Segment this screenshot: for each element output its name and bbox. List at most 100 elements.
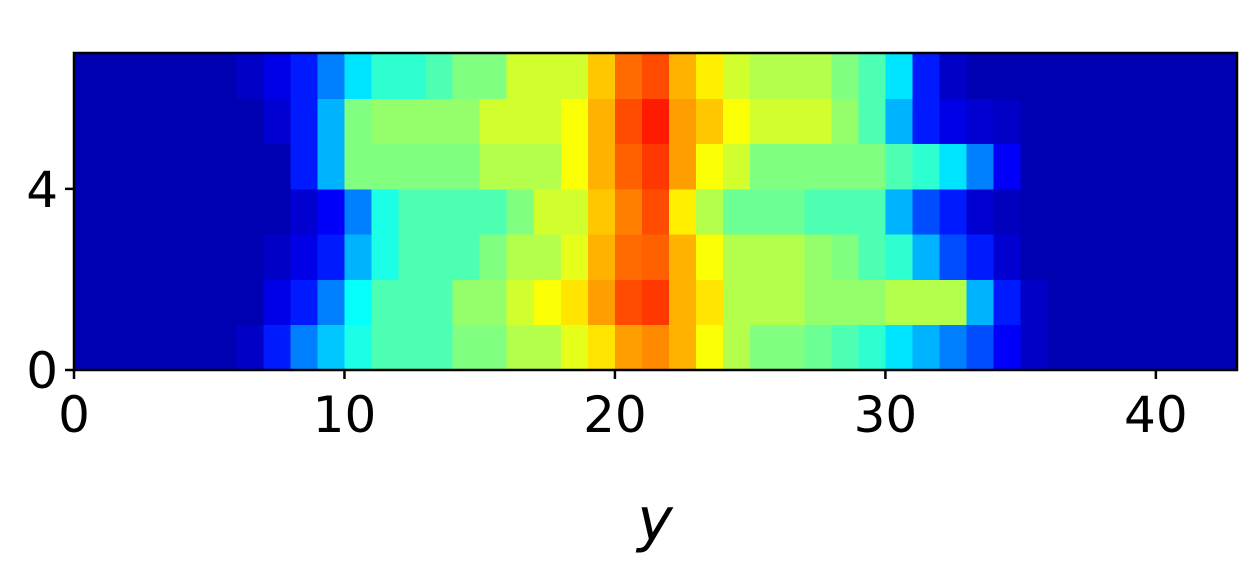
heatmap-cell bbox=[263, 234, 291, 280]
heatmap-cell bbox=[128, 188, 156, 235]
heatmap-cell bbox=[533, 324, 562, 371]
heatmap-cell bbox=[398, 324, 427, 371]
heatmap-cell bbox=[479, 188, 508, 235]
heatmap-cell bbox=[885, 188, 913, 235]
heatmap-cell bbox=[344, 324, 373, 371]
heatmap-cell bbox=[1101, 98, 1130, 145]
heatmap-cell bbox=[723, 188, 751, 235]
heatmap-cell bbox=[101, 98, 129, 145]
heatmap-cell bbox=[696, 188, 724, 235]
heatmap-cell bbox=[425, 143, 454, 190]
heatmap-cell bbox=[885, 98, 913, 145]
heatmap-cell bbox=[587, 143, 616, 190]
heatmap-cell bbox=[74, 98, 102, 145]
heatmap-cell bbox=[398, 188, 427, 235]
heatmap-cell bbox=[452, 188, 481, 235]
heatmap-cell bbox=[74, 53, 102, 99]
heatmap-cell bbox=[398, 53, 427, 99]
heatmap-cell bbox=[101, 234, 129, 280]
heatmap-cell bbox=[128, 98, 156, 145]
heatmap-cell bbox=[777, 188, 805, 235]
heatmap-cell bbox=[831, 324, 859, 371]
heatmap-cell bbox=[1047, 143, 1076, 190]
heatmap-cell bbox=[858, 279, 886, 326]
heatmap-cell bbox=[858, 143, 886, 190]
heatmap-cell bbox=[1047, 279, 1076, 326]
heatmap-cell bbox=[1047, 234, 1076, 280]
heatmap-cell bbox=[452, 234, 481, 280]
heatmap-cell bbox=[1074, 53, 1103, 99]
heatmap-cell bbox=[858, 234, 886, 280]
heatmap-cell bbox=[371, 53, 400, 99]
heatmap-cell bbox=[452, 279, 481, 326]
heatmap-cell bbox=[641, 234, 670, 280]
heatmap-cell bbox=[1020, 188, 1049, 235]
heatmap-cell bbox=[669, 98, 697, 145]
heatmap-cell bbox=[398, 279, 427, 326]
heatmap-cell bbox=[398, 234, 427, 280]
heatmap-cell bbox=[155, 279, 183, 326]
heatmap-cell bbox=[993, 324, 1022, 371]
heatmap-cell bbox=[641, 143, 670, 190]
heatmap-cell bbox=[885, 279, 913, 326]
heatmap-cell bbox=[209, 234, 237, 280]
heatmap-cell bbox=[452, 53, 481, 99]
heatmap-cell bbox=[371, 234, 400, 280]
heatmap-cell bbox=[641, 53, 670, 99]
heatmap-cell bbox=[317, 188, 345, 235]
heatmap-cell bbox=[74, 143, 102, 190]
heatmap-cell bbox=[804, 279, 832, 326]
heatmap-cell bbox=[533, 234, 562, 280]
heatmap-cell bbox=[750, 324, 778, 371]
heatmap-cell bbox=[128, 279, 156, 326]
heatmap-cell bbox=[1209, 279, 1238, 326]
heatmap-cell bbox=[263, 98, 291, 145]
heatmap-cell bbox=[479, 234, 508, 280]
heatmap-cell bbox=[452, 143, 481, 190]
heatmap-cell bbox=[371, 324, 400, 371]
heatmap-cell bbox=[1047, 324, 1076, 371]
heatmap-cell bbox=[966, 324, 995, 371]
heatmap-cell bbox=[777, 143, 805, 190]
heatmap-cell bbox=[533, 143, 562, 190]
heatmap-cell bbox=[858, 324, 886, 371]
heatmap-cell bbox=[1020, 324, 1049, 371]
heatmap-cell bbox=[236, 188, 264, 235]
heatmap-cell bbox=[155, 53, 183, 99]
heatmap-cell bbox=[425, 324, 454, 371]
heatmap-cell bbox=[1074, 324, 1103, 371]
heatmap-cell bbox=[1101, 234, 1130, 280]
heatmap-cell bbox=[804, 234, 832, 280]
heatmap-cell bbox=[1047, 53, 1076, 99]
heatmap-cell bbox=[885, 143, 913, 190]
heatmap-cell bbox=[939, 53, 968, 99]
heatmap-cell bbox=[560, 98, 589, 145]
heatmap-cell bbox=[696, 234, 724, 280]
heatmap-cell bbox=[614, 324, 643, 371]
heatmap-cell bbox=[1182, 98, 1211, 145]
heatmap-cell bbox=[155, 234, 183, 280]
heatmap-cell bbox=[452, 324, 481, 371]
heatmap-cell bbox=[696, 143, 724, 190]
heatmap-cell bbox=[1101, 188, 1130, 235]
heatmap-cell bbox=[1074, 143, 1103, 190]
heatmap-cell bbox=[669, 143, 697, 190]
heatmap-cell bbox=[1020, 98, 1049, 145]
heatmap-cell bbox=[344, 234, 373, 280]
heatmap-cell bbox=[1020, 143, 1049, 190]
x-tick-label: 0 bbox=[58, 386, 90, 444]
heatmap-cell bbox=[344, 143, 373, 190]
y-tick-label: 4 bbox=[26, 161, 58, 219]
heatmap-cell bbox=[614, 143, 643, 190]
heatmap-cell bbox=[912, 324, 940, 371]
heatmap-cell bbox=[804, 143, 832, 190]
heatmap-cell bbox=[993, 143, 1022, 190]
heatmap-cell bbox=[804, 98, 832, 145]
heatmap-cell bbox=[560, 143, 589, 190]
heatmap-cell bbox=[858, 53, 886, 99]
heatmap-cell bbox=[371, 279, 400, 326]
heatmap-cell bbox=[939, 98, 968, 145]
heatmap-cell bbox=[1209, 188, 1238, 235]
heatmap-cell bbox=[425, 279, 454, 326]
